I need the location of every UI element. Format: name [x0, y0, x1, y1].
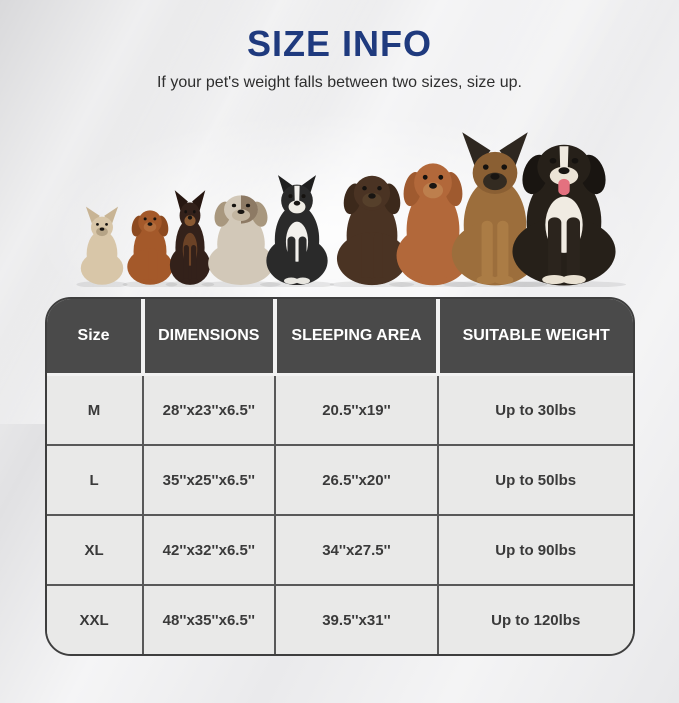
dog-bernese-mountain-dog-icon [512, 144, 616, 286]
weight-cell: Up to 90lbs [436, 514, 633, 585]
sleeping-area-cell: 26.5''x20'' [274, 444, 438, 515]
col-header-size: Size [46, 299, 143, 376]
table-row-l: L 35''x25''x6.5'' 26.5''x20'' Up to 50lb… [46, 444, 633, 515]
sleeping-area-cell: 20.5''x19'' [274, 374, 438, 445]
dog-vizsla-icon [396, 163, 470, 286]
size-cell: XL [46, 514, 143, 585]
table-row-m: M 28''x23''x6.5'' 20.5''x19'' Up to 30lb… [46, 374, 633, 445]
size-table: Size DIMENSIONS SLEEPING AREA SUITABLE W… [44, 297, 635, 656]
dog-german-shepherd-icon [451, 132, 539, 286]
sleeping-area-cell: 34''x27.5'' [274, 514, 438, 585]
col-header-dimensions: DIMENSIONS [140, 299, 276, 376]
size-cell: M [46, 374, 143, 445]
dog-miniature-pinscher-icon [169, 190, 211, 285]
page-subtitle: If your pet's weight falls between two s… [156, 74, 522, 91]
weight-cell: Up to 50lbs [436, 444, 633, 515]
table-row-xxl: XXL 48''x35''x6.5'' 39.5''x31'' Up to 12… [46, 584, 633, 654]
dimensions-cell: 35''x25''x6.5'' [141, 444, 276, 515]
col-header-sleeping-area: SLEEPING AREA [273, 299, 438, 376]
dimensions-cell: 48''x35''x6.5'' [141, 584, 276, 654]
size-cell: XXL [46, 584, 143, 654]
header-row: Size DIMENSIONS SLEEPING AREA SUITABLE W… [46, 299, 633, 376]
dog-french-bulldog-icon [80, 206, 124, 285]
dogs-illustration [0, 95, 679, 287]
col-header-suitable-weight: SUITABLE WEIGHT [435, 299, 633, 376]
weight-cell: Up to 30lbs [436, 374, 633, 445]
size-table-grid: Size DIMENSIONS SLEEPING AREA SUITABLE W… [46, 299, 633, 654]
weight-cell: Up to 120lbs [436, 584, 633, 654]
dimensions-cell: 28''x23''x6.5'' [141, 374, 276, 445]
table-row-xl: XL 42''x32''x6.5'' 34''x27.5'' Up to 90l… [46, 514, 633, 585]
dog-english-bulldog-icon [208, 195, 274, 285]
sleeping-area-cell: 39.5''x31'' [274, 584, 438, 654]
dogs-svg [76, 132, 627, 287]
dog-border-collie-icon [266, 175, 328, 286]
size-cell: L [46, 444, 143, 515]
dog-cavalier-spaniel-icon [127, 210, 173, 285]
dimensions-cell: 42''x32''x6.5'' [141, 514, 276, 585]
dog-chocolate-labrador-icon [336, 175, 408, 286]
page-title: SIZE INFO [246, 23, 432, 64]
